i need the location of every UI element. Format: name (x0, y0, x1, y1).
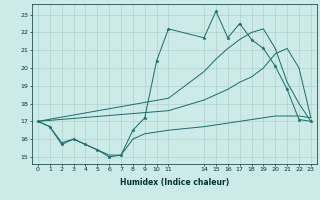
X-axis label: Humidex (Indice chaleur): Humidex (Indice chaleur) (120, 178, 229, 187)
